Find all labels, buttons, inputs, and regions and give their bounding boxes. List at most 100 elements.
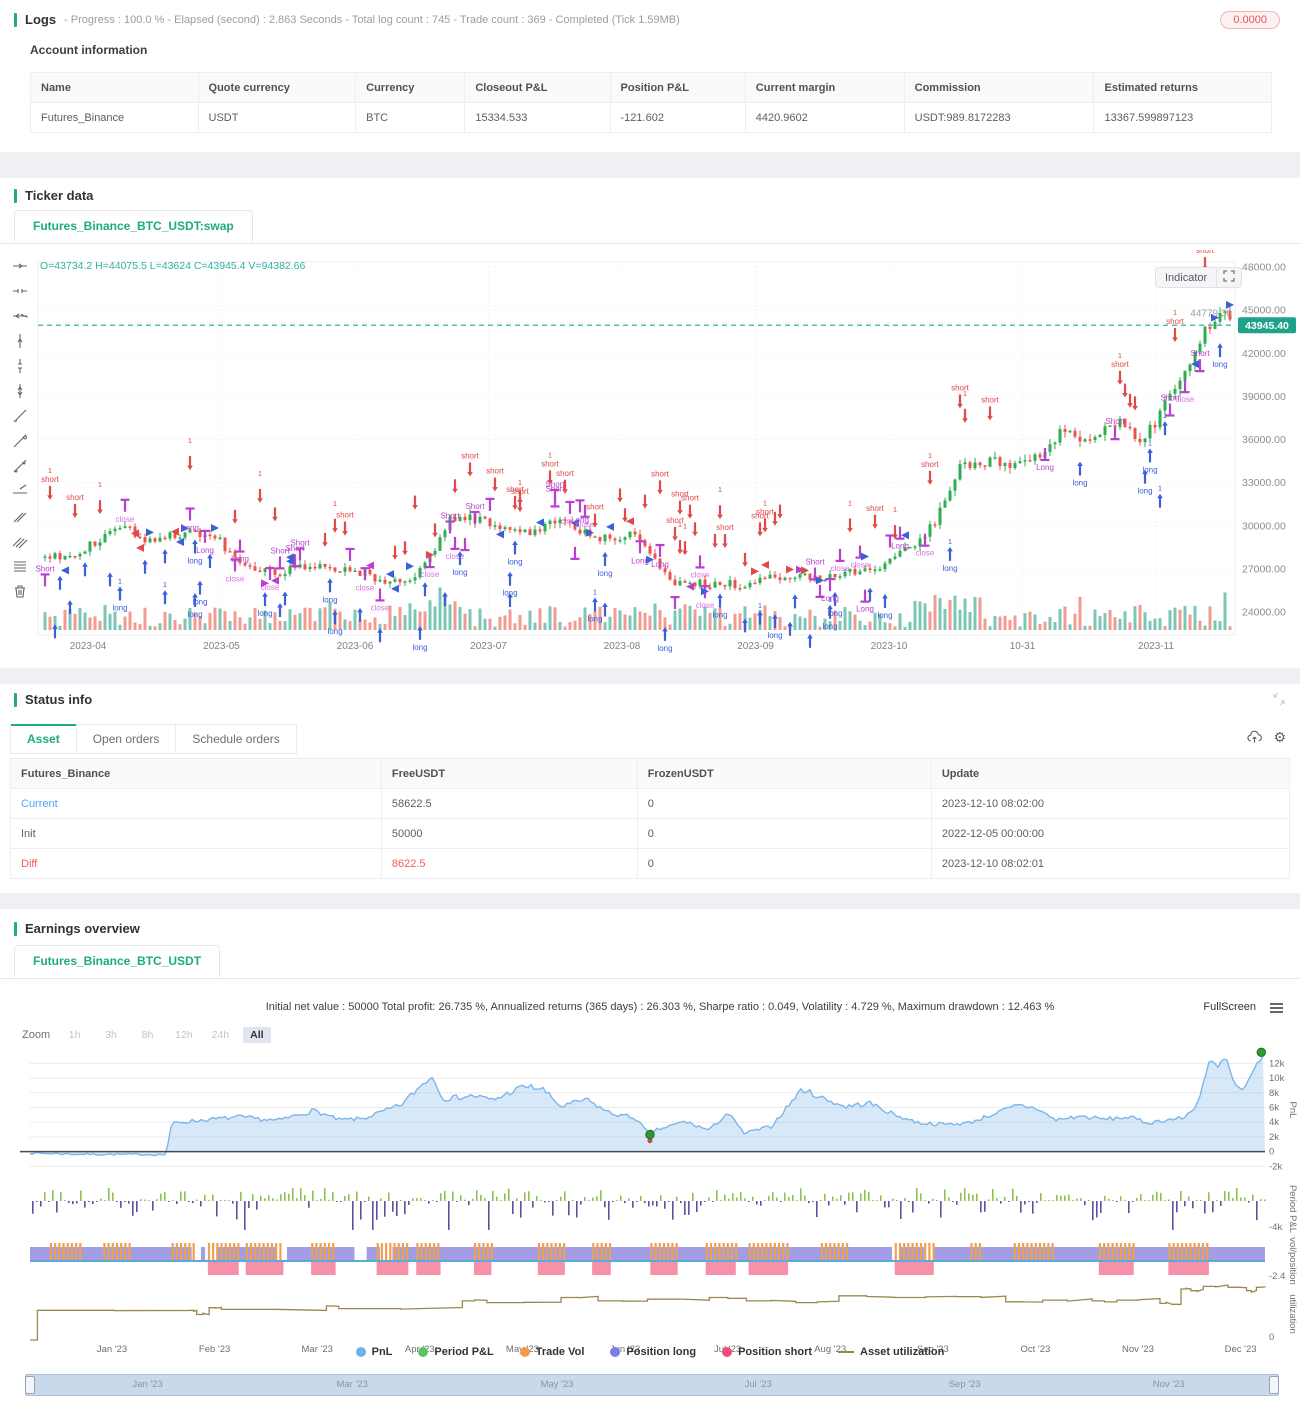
vertical-line-icon[interactable] [11, 333, 29, 349]
status-row-diff: Diff 8622.5 0 2023-12-10 08:02:01 [10, 848, 1291, 879]
status-init-frozen: 0 [636, 818, 932, 849]
indicator-button-label[interactable]: Indicator [1156, 268, 1218, 287]
svg-text:short: short [486, 467, 505, 476]
svg-text:long: long [412, 643, 427, 652]
axis-title: vol/position [1287, 1237, 1298, 1285]
svg-text:1: 1 [1148, 438, 1152, 447]
svg-text:Short: Short [545, 480, 565, 489]
horizontal-extended-line-icon[interactable] [11, 308, 29, 324]
status-current-free: 58622.5 [380, 788, 638, 819]
account-information-table: Name Quote currency Currency Closeout P&… [30, 72, 1272, 133]
navigator-left-handle[interactable] [25, 1376, 35, 1394]
svg-text:42000.00: 42000.00 [1242, 348, 1286, 360]
collapse-icon[interactable] [1272, 692, 1286, 711]
navigator-right-handle[interactable] [1269, 1376, 1279, 1394]
status-current-link[interactable]: Current [10, 788, 382, 819]
pnl-marker [1256, 1047, 1266, 1058]
legend-item-period-p-l[interactable]: Period P&L [418, 1346, 494, 1358]
account-name: Futures_Binance [30, 102, 199, 133]
legend-label: PnL [371, 1346, 393, 1358]
earnings-legend: PnL Period P&L Trade Vol Position long Posit… [0, 1346, 1300, 1358]
tab-open-orders[interactable]: Open orders [76, 724, 177, 754]
price-label-line-icon[interactable] [11, 483, 29, 499]
earnings-symbol-tab[interactable]: Futures_Binance_BTC_USDT [14, 945, 221, 977]
svg-text:24000.00: 24000.00 [1242, 607, 1286, 619]
upload-cloud-icon[interactable] [1247, 730, 1262, 749]
status-row-init: Init 50000 0 2022-12-05 00:00:00 [10, 818, 1291, 849]
zoom-all-button[interactable]: All [242, 1027, 271, 1043]
volume-layer [43, 587, 1232, 630]
svg-text:long: long [1072, 479, 1087, 488]
delete-icon[interactable] [11, 583, 29, 599]
svg-text:close: close [561, 517, 580, 526]
svg-text:Short: Short [440, 512, 460, 521]
svg-text:Short: Short [805, 558, 825, 567]
vertical-ray-icon[interactable] [11, 358, 29, 374]
channel-lines-icon[interactable] [11, 533, 29, 549]
trend-line-icon[interactable] [11, 408, 29, 424]
svg-text:Mar '23: Mar '23 [302, 1344, 333, 1355]
svg-text:long: long [942, 564, 957, 573]
svg-text:long: long [322, 595, 337, 604]
tab-asset[interactable]: Asset [10, 724, 77, 754]
svg-text:2023-04: 2023-04 [70, 641, 107, 652]
svg-text:short: short [461, 452, 480, 461]
fullscreen-button[interactable]: FullScreen [1203, 1001, 1256, 1013]
svg-text:close: close [421, 570, 440, 579]
svg-text:Sep '23: Sep '23 [917, 1344, 949, 1355]
section-accent-bar [14, 12, 17, 27]
zoom-8h-button[interactable]: 8h [141, 1029, 154, 1041]
svg-text:close: close [371, 603, 390, 612]
legend-marker [418, 1347, 429, 1357]
axis-title: utilization [1287, 1294, 1298, 1334]
legend-item-position-short[interactable]: Position short [722, 1346, 812, 1358]
svg-text:6k: 6k [1269, 1103, 1279, 1114]
ticker-symbol-tab[interactable]: Futures_Binance_BTC_USDT:swap [14, 210, 253, 242]
pnl-marker [645, 1130, 655, 1140]
legend-item-trade-vol[interactable]: Trade Vol [519, 1346, 584, 1358]
svg-text:long: long [187, 556, 202, 565]
svg-text:long: long [767, 631, 782, 640]
expand-icon[interactable] [1217, 268, 1241, 287]
legend-item-pnl[interactable]: PnL [355, 1346, 393, 1358]
svg-text:Oct '23: Oct '23 [1020, 1344, 1050, 1355]
btc-candlestick-chart[interactable]: 48000.00 45000.00 42000.00 39000.00 36000.00… [0, 250, 1300, 662]
earnings-multi-panel-chart[interactable]: 12k 10k 8k 6k 4k 2k 0 -2k -4k -2.4 0 Jan '23 Feb '23… [0, 1040, 1300, 1370]
navigator-label: Sep '23 [948, 1379, 981, 1390]
chart-menu-icon[interactable] [1269, 1001, 1284, 1019]
svg-text:1: 1 [518, 478, 522, 487]
svg-text:8k: 8k [1269, 1088, 1279, 1099]
legend-item-position-long[interactable]: Position long [610, 1346, 696, 1358]
horizontal-line-icon[interactable] [11, 258, 29, 274]
svg-text:Short: Short [1190, 349, 1210, 358]
extended-trend-line-icon[interactable] [11, 458, 29, 474]
status-info-title: Status info [25, 692, 93, 707]
legend-item-asset-utilization[interactable]: Asset utilization [838, 1346, 944, 1358]
svg-text:short: short [541, 459, 560, 468]
ray-line-icon[interactable] [11, 433, 29, 449]
svg-text:Long: Long [196, 546, 214, 555]
indicator-button[interactable]: Indicator [1155, 267, 1243, 288]
chart-range-navigator[interactable]: Jan '23 Mar '23 May '23 Jul '23 Sep '23 Nov '… [25, 1374, 1279, 1396]
horizontal-ray-icon[interactable] [11, 283, 29, 299]
account-col-commission: Commission [903, 72, 1095, 103]
zoom-3h-button[interactable]: 3h [105, 1029, 117, 1041]
svg-text:close: close [576, 520, 595, 529]
account-table-row: Futures_Binance USDT BTC 15334.533 -121.… [30, 102, 1272, 133]
align-list-icon[interactable] [11, 558, 29, 574]
svg-text:1: 1 [48, 466, 52, 475]
status-col-update: Update [930, 758, 1291, 789]
svg-text:short: short [41, 475, 60, 484]
gear-icon[interactable]: ⚙ [1273, 729, 1286, 745]
zoom-1h-button[interactable]: 1h [68, 1029, 81, 1041]
svg-text:long: long [587, 614, 602, 623]
last-price-tag: 43945.40 [1238, 317, 1296, 334]
zoom-12h-button[interactable]: 12h [175, 1029, 193, 1041]
zoom-24h-button[interactable]: 24h [211, 1029, 230, 1041]
svg-text:close: close [1176, 395, 1195, 404]
vertical-extended-line-icon[interactable] [11, 383, 29, 399]
account-col-closeout-pnl: Closeout P&L [464, 72, 611, 103]
svg-text:short: short [1196, 250, 1215, 255]
tab-schedule-orders[interactable]: Schedule orders [176, 724, 297, 754]
parallel-lines-icon[interactable] [11, 508, 29, 524]
